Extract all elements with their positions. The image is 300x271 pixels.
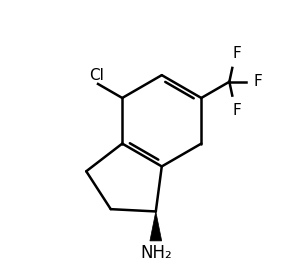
Polygon shape (150, 211, 162, 241)
Text: F: F (232, 46, 241, 60)
Text: F: F (254, 74, 262, 89)
Text: NH₂: NH₂ (140, 244, 172, 262)
Text: F: F (232, 103, 241, 118)
Text: Cl: Cl (89, 67, 104, 82)
